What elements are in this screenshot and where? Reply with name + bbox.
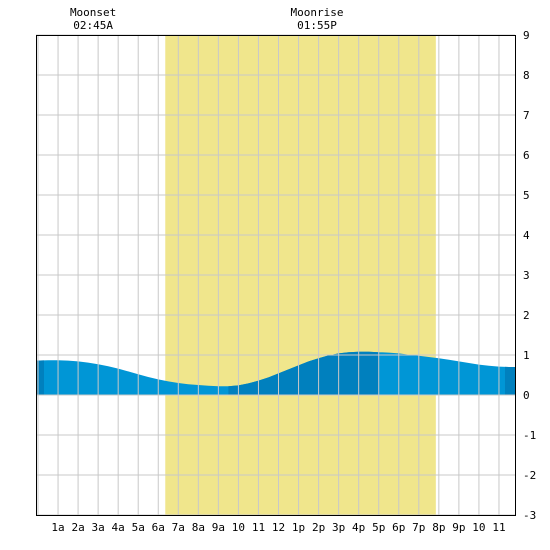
y-tick-label: 4	[523, 229, 530, 242]
x-tick-label: 10	[472, 521, 485, 534]
y-tick-label: 9	[523, 29, 530, 42]
x-tick-label: 1a	[51, 521, 64, 534]
x-tick-label: 3a	[92, 521, 105, 534]
x-tick-label: 2a	[71, 521, 84, 534]
x-tick-label: 10	[232, 521, 245, 534]
x-tick-label: 3p	[332, 521, 345, 534]
tide-area	[36, 351, 515, 395]
x-tick-label: 11	[492, 521, 505, 534]
y-tick-label: -3	[523, 509, 536, 522]
y-tick-label: 7	[523, 109, 530, 122]
x-tick-label: 4a	[112, 521, 125, 534]
y-tick-label: 0	[523, 389, 530, 402]
y-tick-label: 1	[523, 349, 530, 362]
x-tick-label: 6p	[392, 521, 405, 534]
x-tick-label: 7p	[412, 521, 425, 534]
moon-event-label: Moonrise	[290, 6, 343, 19]
plot-border	[36, 35, 516, 516]
y-tick-label: 2	[523, 309, 530, 322]
x-tick-label: 12	[272, 521, 285, 534]
y-tick-labels: -3 -2 -1 0 1 2 3 4 5 6 7 8 9	[523, 29, 536, 522]
x-tick-label: 11	[252, 521, 265, 534]
moon-event-label: Moonset	[70, 6, 116, 19]
x-tick-label: 1p	[292, 521, 305, 534]
x-tick-label: 5a	[132, 521, 145, 534]
x-tick-label: 7a	[172, 521, 185, 534]
x-tick-label: 9p	[452, 521, 465, 534]
moon-event-time: 02:45A	[73, 19, 113, 32]
tide-shade-1	[36, 351, 45, 395]
x-tick-label: 2p	[312, 521, 325, 534]
x-tick-label: 8p	[432, 521, 445, 534]
y-tick-label: -1	[523, 429, 536, 442]
y-tick-label: 5	[523, 189, 530, 202]
grid-layer	[36, 34, 515, 516]
moon-event-time: 01:55P	[297, 19, 337, 32]
x-tick-label: 8a	[192, 521, 205, 534]
x-tick-label: 9a	[212, 521, 225, 534]
x-tick-labels: 1a 2a 3a 4a 5a 6a 7a 8a 9a 10 11 12 1p 2p 3p 4p 5p 6p 7p 8p…	[51, 521, 505, 534]
y-tick-label: 6	[523, 149, 530, 162]
x-tick-label: 4p	[352, 521, 365, 534]
tide-shade-3	[504, 351, 515, 395]
y-tick-label: 3	[523, 269, 530, 282]
y-tick-label: 8	[523, 69, 530, 82]
x-tick-label: 5p	[372, 521, 385, 534]
y-tick-label: -2	[523, 469, 536, 482]
x-tick-label: 6a	[152, 521, 165, 534]
